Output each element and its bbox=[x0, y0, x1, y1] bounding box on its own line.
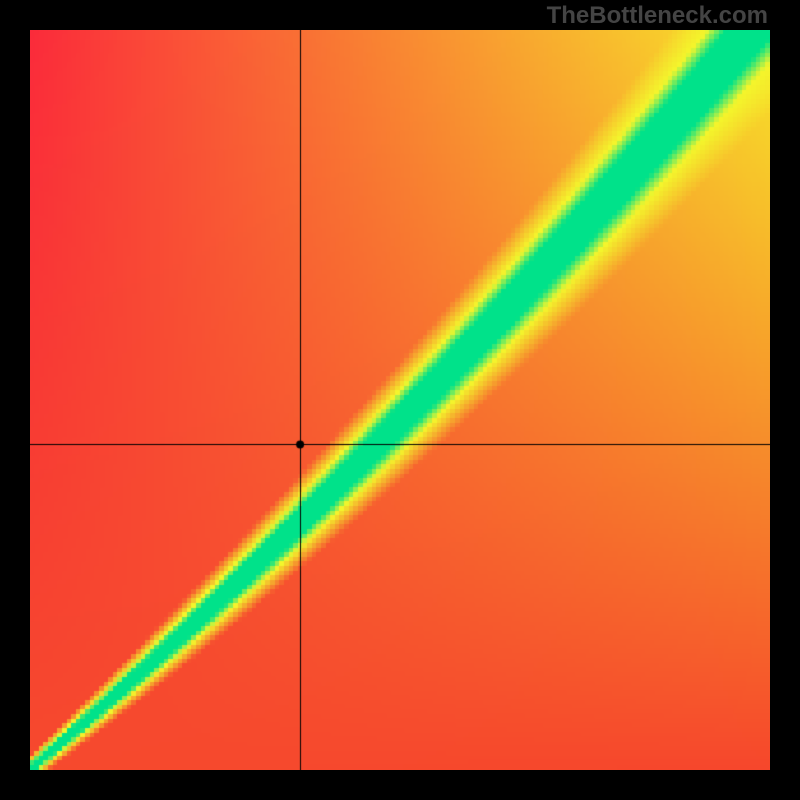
chart-stage: { "chart": { "type": "heatmap", "canvas_… bbox=[0, 0, 800, 800]
watermark-text: TheBottleneck.com bbox=[547, 2, 768, 30]
bottleneck-heatmap bbox=[30, 30, 770, 770]
